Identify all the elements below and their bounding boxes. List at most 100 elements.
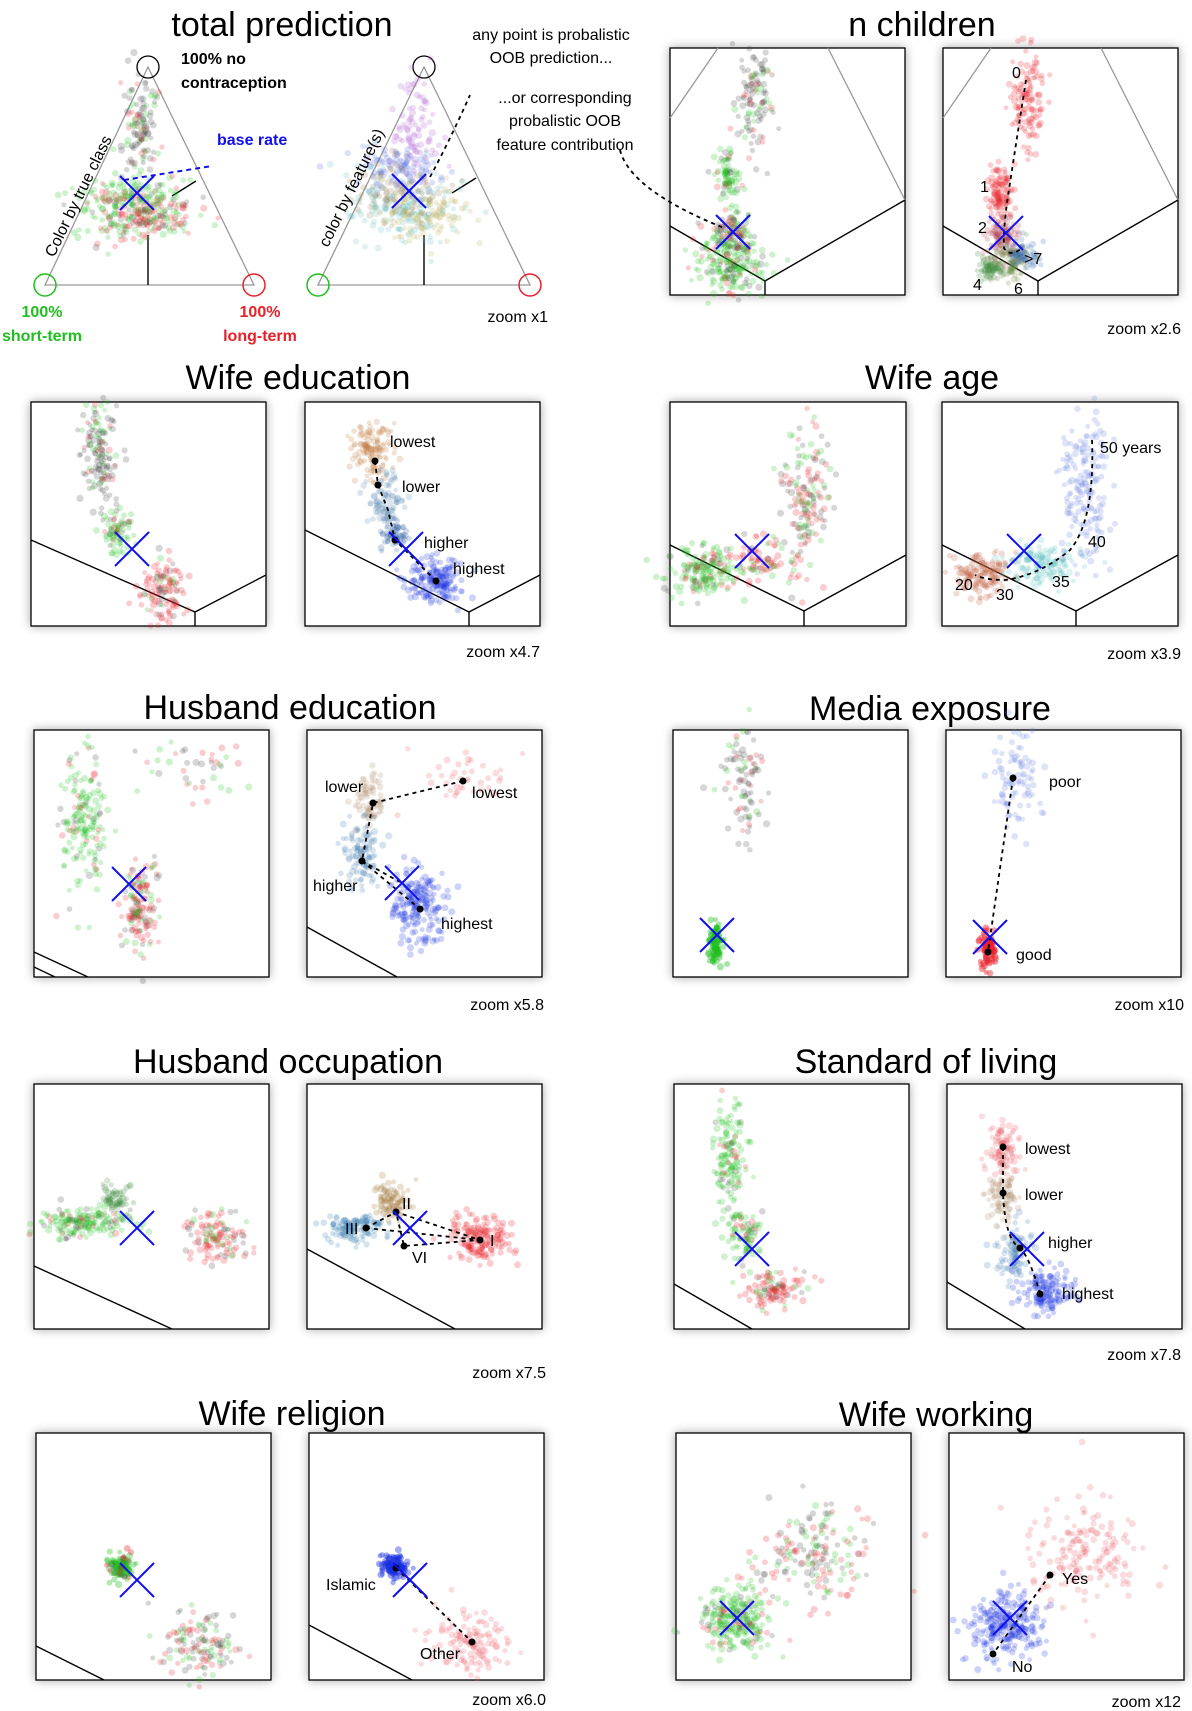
cloud-point xyxy=(146,196,154,204)
cloud-point xyxy=(181,611,187,617)
cloud-point xyxy=(211,221,218,229)
cloud-point xyxy=(131,159,139,167)
cloud-point xyxy=(750,133,757,139)
subplot-feature xyxy=(941,395,1179,627)
cloud-point xyxy=(1106,566,1114,573)
cloud-point xyxy=(408,567,416,575)
cloud-point xyxy=(492,769,500,777)
cloud-point xyxy=(104,451,110,457)
cloud-point xyxy=(391,160,398,167)
cloud-point xyxy=(704,590,711,597)
cloud-point xyxy=(384,178,392,186)
cloud-point xyxy=(758,568,765,575)
cloud-point xyxy=(745,67,751,73)
cloud-point xyxy=(993,248,1001,256)
cloud-point xyxy=(345,854,353,861)
cloud-point xyxy=(1005,709,1012,716)
cloud-point xyxy=(804,405,810,412)
cloud-point xyxy=(146,209,153,216)
cloud-point xyxy=(1071,516,1078,523)
cloud-point xyxy=(98,505,105,511)
cloud-point xyxy=(357,432,364,439)
cloud-point xyxy=(723,195,730,201)
cloud-point xyxy=(409,176,416,184)
cloud-point xyxy=(753,808,761,816)
cloud-point xyxy=(182,220,188,226)
cloud-point xyxy=(1016,815,1022,821)
cloud-point xyxy=(816,493,822,499)
cloud-point xyxy=(1018,270,1024,276)
cloud-point xyxy=(797,556,804,564)
cloud-point xyxy=(428,152,434,158)
cloud-point xyxy=(986,970,994,977)
cloud-point xyxy=(165,219,171,225)
cloud-point xyxy=(980,582,986,588)
cloud-point xyxy=(150,908,156,914)
cloud-point xyxy=(99,205,106,212)
cloud-point xyxy=(131,122,139,130)
cloud-point xyxy=(417,141,425,149)
cloud-point xyxy=(406,105,412,111)
cloud-point xyxy=(822,485,828,491)
cloud-point xyxy=(147,219,153,226)
point-label: 20 xyxy=(955,577,973,594)
cloud-point xyxy=(151,919,158,926)
cloud-point xyxy=(87,813,94,820)
cloud-point xyxy=(123,141,131,149)
cloud-point xyxy=(401,504,408,511)
cloud-point xyxy=(817,447,825,455)
cloud-point xyxy=(410,164,417,171)
cloud-point xyxy=(137,112,145,120)
cloud-point xyxy=(469,768,475,775)
cloud-point xyxy=(88,190,95,197)
cloud-point xyxy=(129,201,136,208)
cloud-point xyxy=(991,799,997,805)
cloud-point xyxy=(417,947,425,955)
cloud-point xyxy=(374,244,382,252)
cloud-point xyxy=(1022,128,1029,135)
cloud-point xyxy=(137,206,145,213)
cloud-point xyxy=(411,168,418,175)
cloud-point xyxy=(109,476,116,483)
cloud-point xyxy=(118,146,126,154)
cloud-point xyxy=(111,203,118,210)
cloud-point xyxy=(413,160,421,168)
cloud-point xyxy=(429,937,437,945)
cloud-point xyxy=(174,194,180,200)
cloud-point xyxy=(179,200,187,208)
cloud-point xyxy=(173,210,180,216)
cloud-point xyxy=(1018,764,1024,771)
cloud-point xyxy=(135,214,141,221)
cloud-point xyxy=(729,40,736,47)
cloud-point xyxy=(439,573,446,580)
cloud-point xyxy=(468,594,476,602)
cloud-point xyxy=(136,211,142,217)
cloud-point xyxy=(117,236,125,244)
cloud-point xyxy=(1021,565,1026,571)
cloud-point xyxy=(379,548,385,554)
cloud-point xyxy=(369,183,376,190)
cloud-point xyxy=(358,876,364,883)
subplot-class xyxy=(643,401,907,627)
cloud-point xyxy=(142,130,149,136)
cloud-point xyxy=(132,207,140,215)
cloud-point xyxy=(88,189,94,195)
cloud-point xyxy=(113,496,119,502)
cloud-point xyxy=(136,118,143,126)
cloud-point xyxy=(753,70,759,76)
cloud-point xyxy=(374,161,381,168)
cloud-point xyxy=(105,213,111,220)
cloud-point xyxy=(1058,539,1066,547)
cloud-point xyxy=(373,418,380,425)
cloud-point xyxy=(788,557,796,565)
cloud-point xyxy=(129,211,135,217)
cloud-point xyxy=(1000,555,1006,561)
cloud-point xyxy=(1099,500,1107,508)
cloud-point xyxy=(1029,727,1036,734)
cloud-point xyxy=(171,214,179,222)
cloud-point xyxy=(82,831,89,837)
cloud-point xyxy=(370,876,377,883)
cloud-point xyxy=(998,791,1005,798)
cloud-point xyxy=(117,142,125,150)
cloud-point xyxy=(723,575,730,582)
